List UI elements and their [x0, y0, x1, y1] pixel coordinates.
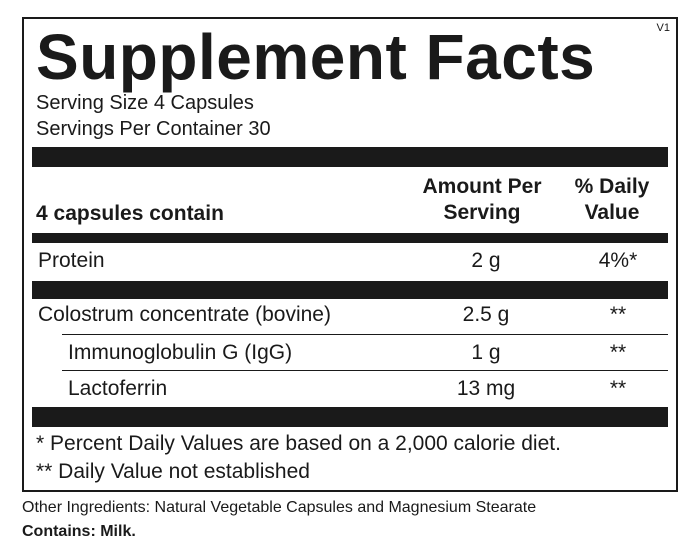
nutrient-name: Protein: [38, 249, 105, 272]
header-daily-value: % Daily Value: [562, 174, 662, 226]
nutrient-dv: **: [609, 341, 627, 364]
nutrient-dv: **: [609, 377, 627, 400]
footnote-percent-dv: * Percent Daily Values are based on a 2,…: [36, 432, 561, 455]
header-amount: Amount Per Serving: [412, 174, 552, 226]
thick-divider-bottom: [32, 407, 668, 427]
other-ingredients: Other Ingredients: Natural Vegetable Cap…: [22, 499, 537, 516]
header-serving-contains: 4 capsules contain: [36, 202, 224, 225]
nutrient-amount: 2.5 g: [462, 303, 510, 326]
nutrient-amount: 13 mg: [456, 377, 516, 400]
thin-divider: [62, 370, 668, 371]
thin-divider: [62, 334, 668, 335]
thick-divider-top: [32, 147, 668, 167]
table-row: Protein 2 g 4%*: [32, 244, 668, 278]
header-amount-line2: Serving: [443, 201, 521, 224]
thick-divider-protein: [32, 281, 668, 299]
nutrient-name: Lactoferrin: [68, 377, 168, 400]
allergen-statement: Contains: Milk.: [22, 523, 136, 540]
nutrient-dv: 4%*: [598, 249, 638, 272]
header-dv-line2: Value: [584, 201, 640, 224]
servings-per-container: Servings Per Container 30: [36, 118, 271, 140]
nutrient-name: Immunoglobulin G (IgG): [68, 341, 293, 364]
header-dv-line1: % Daily: [574, 175, 650, 198]
panel-title: Supplement Facts: [36, 21, 596, 93]
table-row: Colostrum concentrate (bovine) 2.5 g **: [32, 298, 668, 332]
serving-size: Serving Size 4 Capsules: [36, 92, 254, 114]
table-row: Immunoglobulin G (IgG) 1 g **: [32, 336, 668, 370]
version-label: V1: [656, 22, 670, 34]
footnote-not-established: ** Daily Value not established: [36, 460, 310, 483]
header-amount-line1: Amount Per: [422, 175, 542, 198]
nutrient-amount: 1 g: [471, 341, 501, 364]
thick-divider-header: [32, 233, 668, 243]
supplement-facts-panel: Supplement Facts V1 Serving Size 4 Capsu…: [22, 17, 678, 492]
table-row: Lactoferrin 13 mg **: [32, 372, 668, 406]
nutrient-name: Colostrum concentrate (bovine): [38, 303, 331, 326]
nutrient-dv: **: [609, 303, 627, 326]
nutrient-amount: 2 g: [471, 249, 501, 272]
